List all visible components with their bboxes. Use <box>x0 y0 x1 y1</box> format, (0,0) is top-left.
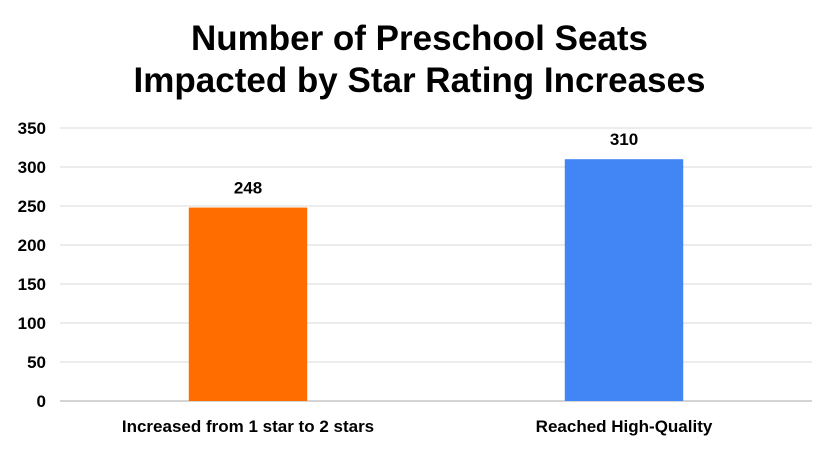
gridlines <box>60 127 812 402</box>
x-category-label: Reached High-Quality <box>536 417 713 436</box>
y-tick-label: 50 <box>27 353 46 372</box>
data-label: 310 <box>610 130 638 149</box>
y-axis: 0 50 100 150 200 250 300 350 <box>18 119 46 411</box>
data-label: 248 <box>234 179 262 198</box>
bars <box>188 159 684 401</box>
y-tick-label: 200 <box>18 236 46 255</box>
x-axis: Increased from 1 star to 2 stars Reached … <box>122 417 713 436</box>
chart-title-line-1: Number of Preschool Seats <box>190 19 649 58</box>
y-tick-label: 300 <box>18 158 46 177</box>
x-category-label: Increased from 1 star to 2 stars <box>122 417 374 436</box>
y-tick-label: 100 <box>18 314 46 333</box>
chart-title: Number of Preschool Seats Impacted by St… <box>0 18 839 102</box>
data-labels: 248 310 <box>234 130 638 197</box>
chart-title-line-2: Impacted by Star Rating Increases <box>133 61 706 100</box>
y-tick-label: 150 <box>18 275 46 294</box>
bar <box>188 207 308 401</box>
y-tick-label: 350 <box>18 119 46 138</box>
bar <box>564 159 684 401</box>
y-tick-label: 0 <box>37 392 46 411</box>
y-tick-label: 250 <box>18 197 46 216</box>
